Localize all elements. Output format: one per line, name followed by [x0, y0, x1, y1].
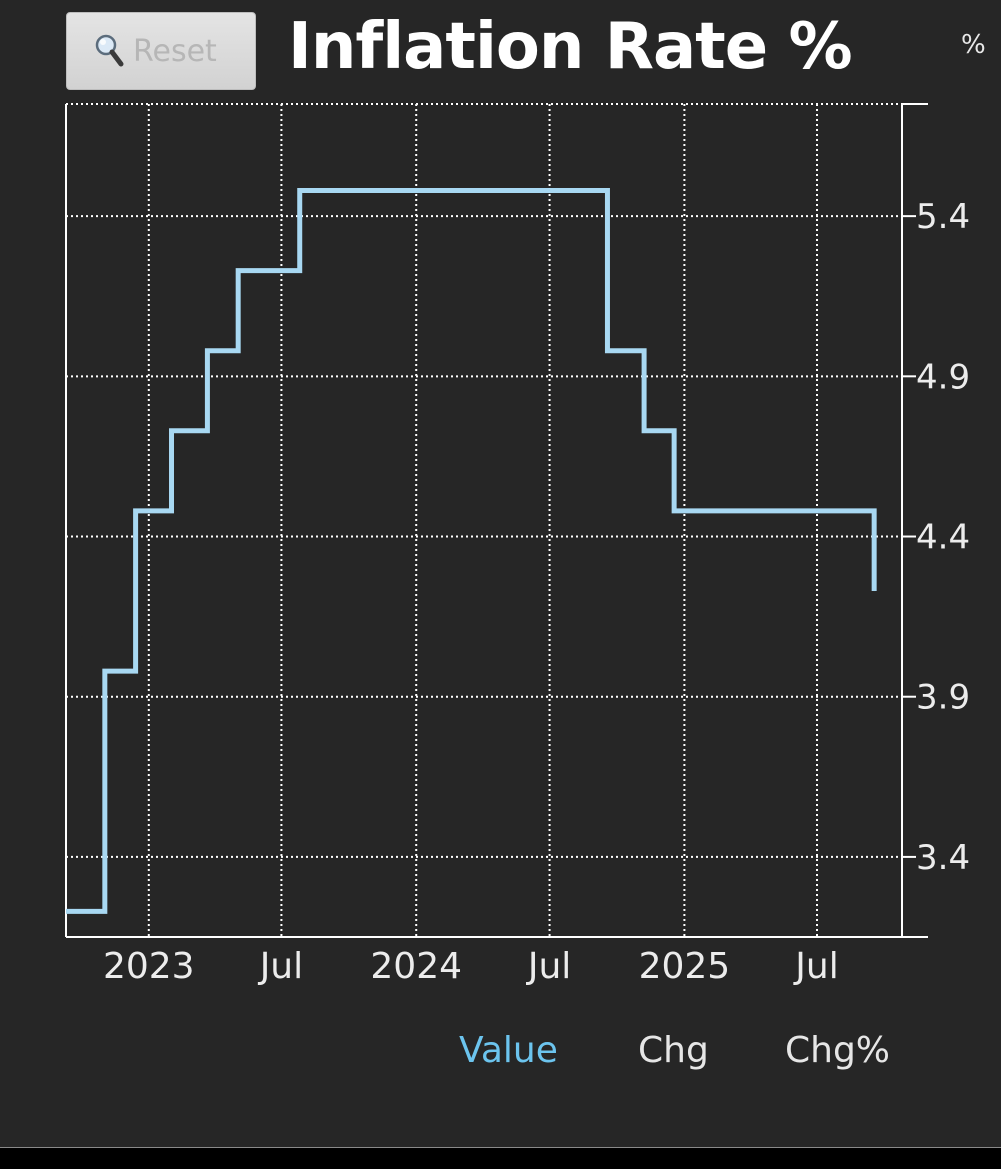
y-tick-labels: 3.4 3.9 4.4 4.9 5.4 — [916, 197, 970, 878]
y-tick-label: 4.4 — [916, 518, 970, 558]
grid-lines — [66, 103, 902, 937]
x-tick-label: Jul — [793, 946, 838, 987]
unit-label: % — [961, 30, 986, 60]
x-tick-labels: 2023 Jul 2024 Jul 2025 Jul — [103, 946, 839, 987]
magnifier-icon — [95, 34, 124, 67]
reset-zoom-button[interactable]: Reset — [66, 12, 256, 90]
y-tick-label: 3.9 — [916, 678, 970, 718]
reset-button-label: Reset — [133, 33, 217, 69]
tab-chg-percent[interactable]: Chg% — [785, 1030, 891, 1071]
series-layer — [65, 188, 877, 914]
chart-plot[interactable]: 2023 Jul 2024 Jul 2025 Jul 3.4 3.9 4.4 4.9 5.4 — [0, 0, 1001, 1010]
x-tick-label: Jul — [526, 946, 571, 987]
x-tick-label: 2025 — [639, 946, 731, 987]
chart-axes — [65, 103, 928, 938]
x-tick-label: 2023 — [103, 946, 195, 987]
x-tick-label: Jul — [258, 946, 303, 987]
tab-value[interactable]: Value — [459, 1030, 558, 1071]
chart-title: Inflation Rate % — [288, 10, 853, 84]
x-tick-label: 2024 — [370, 946, 462, 987]
mode-tabs: Value Chg Chg% — [0, 1030, 1001, 1080]
y-tick-label: 3.4 — [916, 838, 970, 878]
y-tick-label: 4.9 — [916, 357, 970, 397]
series-line — [66, 188, 877, 914]
y-tick-label: 5.4 — [916, 197, 970, 237]
tab-chg[interactable]: Chg — [638, 1030, 709, 1071]
bottom-bar — [0, 1147, 1001, 1169]
